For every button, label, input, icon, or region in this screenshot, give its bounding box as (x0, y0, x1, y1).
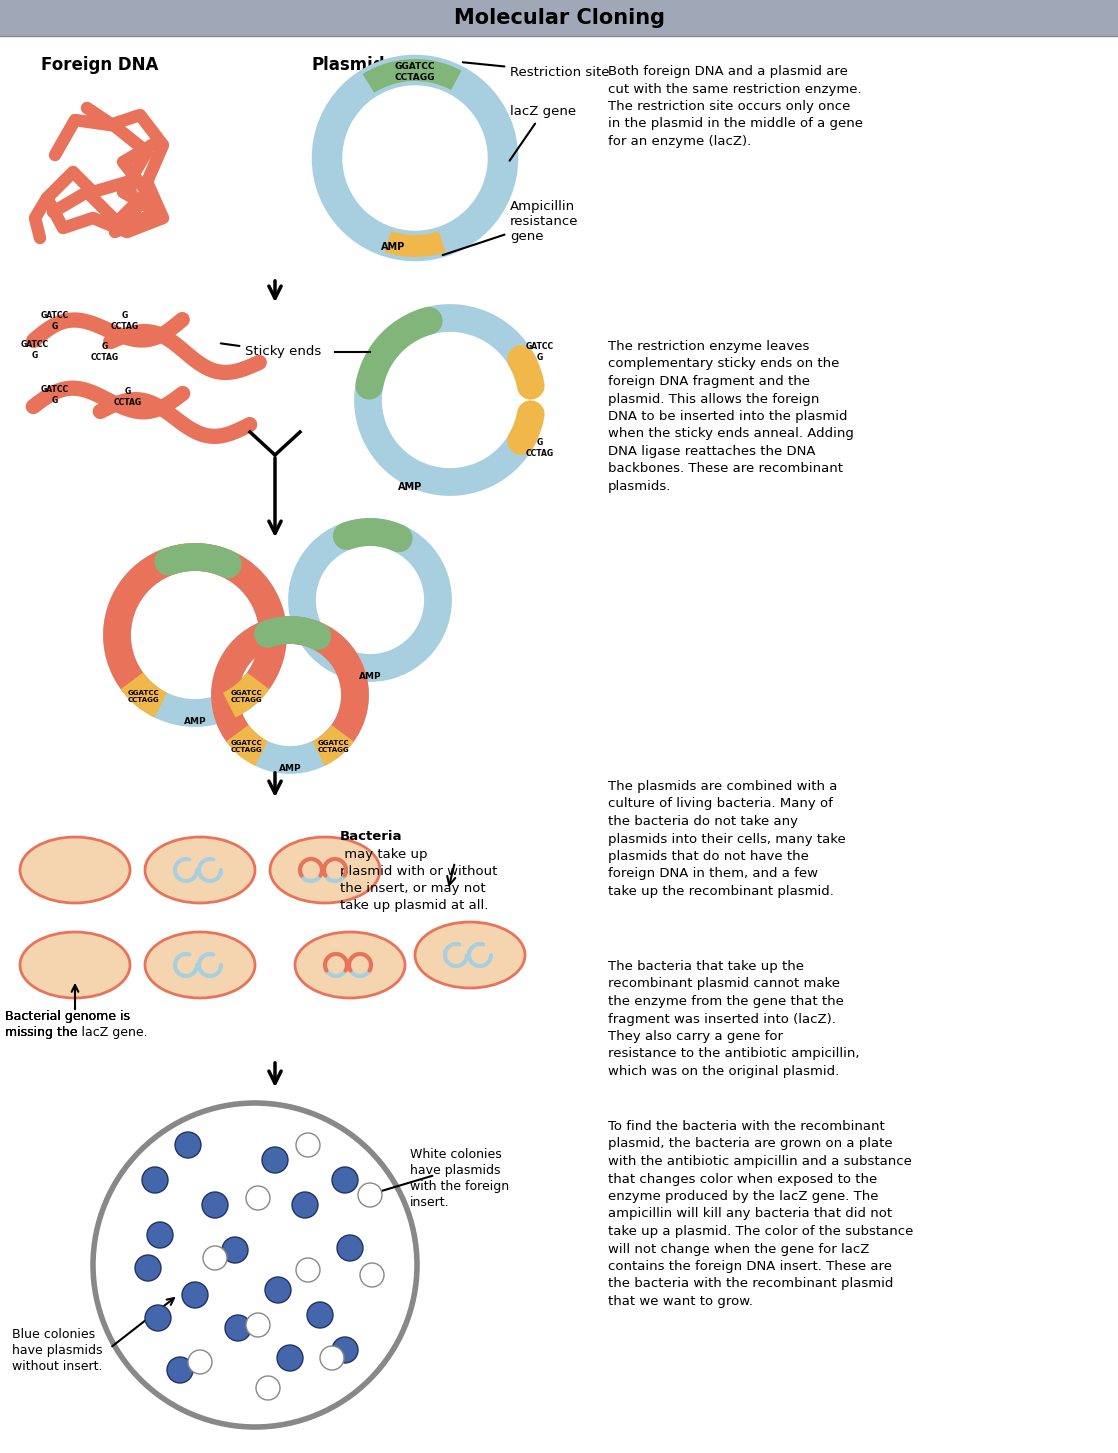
Text: GGATCC
CCTAGG: GGATCC CCTAGG (395, 62, 435, 81)
Circle shape (307, 1302, 333, 1328)
Circle shape (222, 1237, 248, 1263)
Text: AMP: AMP (381, 243, 405, 251)
Text: GATCC
G: GATCC G (41, 385, 69, 405)
Text: Sticky ends: Sticky ends (220, 343, 321, 359)
Text: GGATCC
CCTAGG: GGATCC CCTAGG (127, 690, 160, 703)
Ellipse shape (271, 837, 380, 902)
Text: Bacteria: Bacteria (340, 830, 402, 843)
Text: Bacterial genome is
missing the: Bacterial genome is missing the (4, 1010, 130, 1039)
Circle shape (142, 1167, 168, 1193)
Text: GATCC
G: GATCC G (525, 343, 555, 362)
Circle shape (332, 1167, 358, 1193)
Text: AMP: AMP (278, 764, 302, 773)
Circle shape (145, 1305, 171, 1331)
Text: G
CCTAG: G CCTAG (114, 388, 142, 407)
Circle shape (265, 1277, 291, 1303)
Text: Restriction site: Restriction site (463, 62, 609, 78)
Circle shape (203, 1247, 227, 1270)
Text: lacZ gene: lacZ gene (510, 106, 576, 161)
Circle shape (246, 1314, 271, 1337)
Wedge shape (385, 231, 446, 257)
Circle shape (277, 1345, 303, 1372)
Circle shape (93, 1103, 417, 1427)
Circle shape (188, 1350, 212, 1375)
Circle shape (360, 1263, 383, 1287)
Circle shape (182, 1282, 208, 1308)
Circle shape (225, 1315, 252, 1341)
Circle shape (337, 1235, 363, 1261)
Circle shape (256, 1376, 280, 1401)
Text: Molecular Cloning: Molecular Cloning (454, 9, 664, 28)
Text: White colonies
have plasmids
with the foreign
insert.: White colonies have plasmids with the fo… (410, 1148, 509, 1209)
Text: Foreign DNA: Foreign DNA (41, 57, 159, 74)
Wedge shape (362, 60, 462, 93)
Text: G
CCTAG: G CCTAG (91, 343, 119, 362)
Circle shape (202, 1191, 228, 1218)
Circle shape (292, 1191, 318, 1218)
Text: GATCC
G: GATCC G (41, 311, 69, 331)
Circle shape (296, 1133, 320, 1157)
Ellipse shape (20, 931, 130, 998)
Text: AMP: AMP (359, 671, 381, 681)
Circle shape (146, 1222, 173, 1248)
Ellipse shape (20, 837, 130, 902)
Circle shape (262, 1146, 288, 1173)
Circle shape (246, 1186, 271, 1210)
Ellipse shape (415, 923, 525, 988)
Text: Blue colonies
have plasmids
without insert.: Blue colonies have plasmids without inse… (12, 1328, 103, 1373)
Text: GGATCC
CCTAGG: GGATCC CCTAGG (231, 740, 263, 753)
Text: The plasmids are combined with a
culture of living bacteria. Many of
the bacteri: The plasmids are combined with a culture… (608, 780, 845, 898)
Circle shape (358, 1183, 382, 1207)
Text: G
CCTAG: G CCTAG (525, 439, 555, 458)
Circle shape (320, 1345, 344, 1370)
Circle shape (167, 1357, 193, 1383)
Circle shape (176, 1132, 201, 1158)
Text: GGATCC
CCTAGG: GGATCC CCTAGG (230, 690, 263, 703)
Text: Ampicillin
resistance
gene: Ampicillin resistance gene (443, 201, 578, 256)
Text: Bacterial genome is
missing the lacZ gene.: Bacterial genome is missing the lacZ gen… (4, 1010, 148, 1039)
Ellipse shape (145, 837, 255, 902)
Text: Both foreign DNA and a plasmid are
cut with the same restriction enzyme.
The res: Both foreign DNA and a plasmid are cut w… (608, 65, 863, 148)
Circle shape (135, 1255, 161, 1282)
Text: AMP: AMP (183, 716, 207, 726)
Text: G
CCTAG: G CCTAG (111, 311, 139, 331)
Ellipse shape (145, 931, 255, 998)
Text: Bacterial genome is
missing the: Bacterial genome is missing the (4, 1010, 130, 1039)
Text: GGATCC
CCTAGG: GGATCC CCTAGG (318, 740, 349, 753)
Text: AMP: AMP (398, 482, 423, 493)
Text: GATCC
G: GATCC G (21, 340, 49, 360)
FancyBboxPatch shape (0, 0, 1118, 36)
Text: To find the bacteria with the recombinant
plasmid, the bacteria are grown on a p: To find the bacteria with the recombinan… (608, 1120, 913, 1308)
Ellipse shape (295, 931, 405, 998)
Circle shape (332, 1337, 358, 1363)
Circle shape (296, 1258, 320, 1282)
Text: The bacteria that take up the
recombinant plasmid cannot make
the enzyme from th: The bacteria that take up the recombinan… (608, 960, 860, 1078)
Text: Plasmid: Plasmid (311, 57, 385, 74)
Text: The restriction enzyme leaves
complementary sticky ends on the
foreign DNA fragm: The restriction enzyme leaves complement… (608, 340, 854, 493)
Text: may take up
plasmid with or without
the insert, or may not
take up plasmid at al: may take up plasmid with or without the … (340, 849, 498, 912)
